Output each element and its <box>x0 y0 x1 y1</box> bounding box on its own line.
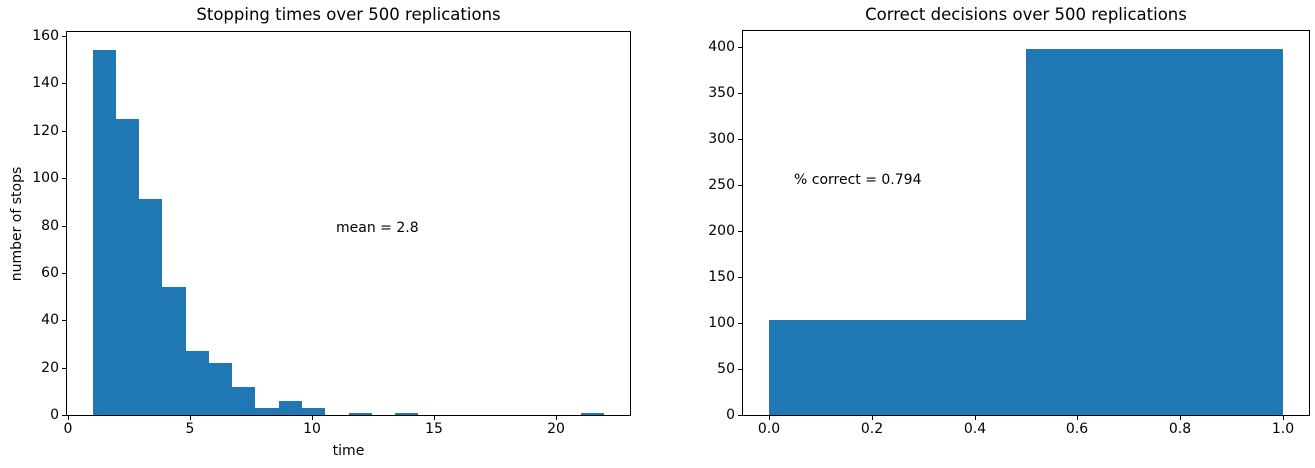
y-axis-tick <box>62 415 67 416</box>
histogram-bar <box>186 351 209 415</box>
plot-annotation: % correct = 0.794 <box>794 172 922 188</box>
histogram-bar <box>395 413 418 415</box>
y-axis-tick-label: 60 <box>41 265 59 281</box>
y-axis-tick-label: 140 <box>32 75 59 91</box>
y-axis-tick <box>62 273 67 274</box>
y-axis-tick-label: 120 <box>32 123 59 139</box>
y-axis-tick <box>738 185 743 186</box>
right-plot-title: Correct decisions over 500 replications <box>865 5 1187 24</box>
histogram-bar <box>279 401 302 415</box>
x-axis-tick <box>872 415 873 420</box>
x-axis-tick-label: 0 <box>63 421 73 437</box>
x-axis-tick <box>1077 415 1078 420</box>
y-axis-tick-label: 400 <box>708 39 735 55</box>
y-axis-tick-label: 200 <box>708 223 735 239</box>
histogram-bar <box>302 408 325 415</box>
x-axis-tick-label: 0.6 <box>1065 421 1089 437</box>
histogram-bar <box>769 320 1026 415</box>
y-axis-tick-label: 300 <box>708 131 735 147</box>
y-axis-tick-label: 150 <box>708 269 735 285</box>
y-axis-tick <box>738 323 743 324</box>
y-axis-tick-label: 40 <box>41 312 59 328</box>
x-axis-tick <box>769 415 770 420</box>
left-plot-y-axis-label: number of stops <box>9 166 25 281</box>
x-axis-tick <box>190 415 191 420</box>
histogram-bar <box>139 199 162 415</box>
x-axis-tick-label: 10 <box>303 421 321 437</box>
x-axis-tick <box>1180 415 1181 420</box>
x-axis-tick <box>975 415 976 420</box>
histogram-bar <box>209 363 232 415</box>
x-axis-tick <box>68 415 69 420</box>
histogram-bar <box>232 387 255 415</box>
y-axis-tick-label: 20 <box>41 360 59 376</box>
y-axis-tick-label: 100 <box>32 170 59 186</box>
x-axis-tick <box>556 415 557 420</box>
histogram-bar <box>162 287 186 415</box>
y-axis-tick-label: 0 <box>726 407 735 423</box>
y-axis-tick <box>738 93 743 94</box>
x-axis-tick-label: 0.4 <box>963 421 987 437</box>
x-axis-tick <box>1283 415 1284 420</box>
y-axis-tick-label: 100 <box>708 315 735 331</box>
y-axis-tick <box>62 320 67 321</box>
histogram-bar <box>581 413 604 415</box>
plot-annotation: mean = 2.8 <box>336 220 419 236</box>
x-axis-tick-label: 0.2 <box>860 421 884 437</box>
y-axis-tick-label: 160 <box>32 28 59 44</box>
y-axis-tick-label: 0 <box>50 407 59 423</box>
x-axis-tick-label: 1.0 <box>1271 421 1295 437</box>
histogram-bar <box>1026 49 1283 415</box>
x-axis-tick-label: 0.0 <box>757 421 781 437</box>
histogram-bar <box>255 408 279 415</box>
x-axis-tick-label: 15 <box>425 421 443 437</box>
left-plot-title: Stopping times over 500 replications <box>196 5 501 24</box>
y-axis-tick <box>62 36 67 37</box>
y-axis-tick <box>738 415 743 416</box>
y-axis-tick <box>62 226 67 227</box>
y-axis-tick <box>62 178 67 179</box>
x-axis-tick-label: 20 <box>547 421 565 437</box>
y-axis-tick-label: 350 <box>708 85 735 101</box>
x-axis-tick <box>434 415 435 420</box>
y-axis-tick <box>738 231 743 232</box>
y-axis-tick <box>738 369 743 370</box>
y-axis-tick <box>738 277 743 278</box>
y-axis-tick <box>738 139 743 140</box>
y-axis-tick-label: 50 <box>717 361 735 377</box>
histogram-bar <box>349 413 372 415</box>
x-axis-tick <box>312 415 313 420</box>
stopping-times-plot-axes: 0 5 10 15 20 0 20 40 60 80 100 120 140 160 mean = 2.8 <box>32 29 631 436</box>
left-plot-x-axis-label: time <box>332 443 365 459</box>
y-axis-tick <box>62 131 67 132</box>
x-axis-tick-label: 5 <box>185 421 195 437</box>
y-axis-tick-label: 80 <box>41 218 59 234</box>
histogram-bar <box>93 50 116 415</box>
correct-decisions-plot-axes: 0.0 0.2 0.4 0.6 0.8 1.0 0 50 100 150 200 250 300 350 4… <box>708 30 1310 436</box>
y-axis-tick-label: 250 <box>708 177 735 193</box>
y-axis-tick <box>62 83 67 84</box>
y-axis-tick <box>62 368 67 369</box>
y-axis-tick <box>738 47 743 48</box>
histogram-bar <box>116 119 139 415</box>
x-axis-tick-label: 0.8 <box>1168 421 1192 437</box>
